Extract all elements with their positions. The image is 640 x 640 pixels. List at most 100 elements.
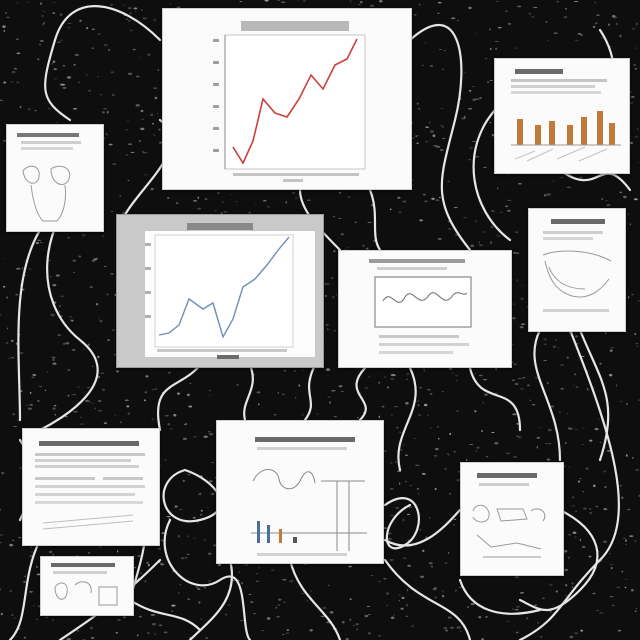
speckle xyxy=(635,23,638,25)
y-tick-labels xyxy=(213,39,219,152)
speckle xyxy=(513,303,515,306)
speckle xyxy=(217,192,220,194)
speckle xyxy=(516,279,518,282)
speckle xyxy=(434,455,437,457)
speckle xyxy=(441,594,445,598)
speckle xyxy=(470,603,475,606)
speckle xyxy=(69,315,72,318)
speckle xyxy=(491,133,495,137)
speckle xyxy=(166,196,170,200)
speckle xyxy=(187,473,191,476)
speckle xyxy=(46,371,49,373)
speckle xyxy=(52,407,56,410)
speckle xyxy=(615,384,618,387)
speckle xyxy=(197,196,200,199)
speckle xyxy=(182,479,185,482)
speckle xyxy=(198,601,201,604)
speckle xyxy=(569,635,574,639)
speckle xyxy=(487,81,490,84)
thread xyxy=(383,497,420,550)
title-scribble xyxy=(551,219,605,224)
speckle xyxy=(171,610,173,613)
speckle xyxy=(248,211,251,214)
speckle xyxy=(579,478,582,479)
speckle xyxy=(418,107,421,110)
speckle xyxy=(378,381,381,384)
speckle xyxy=(91,28,95,30)
diagram-thumbnail xyxy=(17,133,81,222)
speckle xyxy=(127,119,129,121)
speckle xyxy=(514,609,519,611)
thread xyxy=(408,23,472,252)
speckle xyxy=(81,234,86,237)
speckle xyxy=(174,505,178,508)
speckle xyxy=(550,405,554,408)
speckle xyxy=(506,620,510,622)
speckle xyxy=(566,356,569,359)
speckle xyxy=(52,618,54,622)
speckle xyxy=(402,519,405,521)
text-scribble xyxy=(511,85,595,88)
speckle xyxy=(9,543,14,547)
speckle xyxy=(560,176,564,178)
speckle xyxy=(292,192,295,194)
speckle xyxy=(626,402,628,405)
speckle xyxy=(585,467,589,470)
speckle xyxy=(275,606,278,609)
speckle xyxy=(151,418,155,421)
speckle xyxy=(56,41,61,43)
speckle xyxy=(67,369,71,371)
speckle xyxy=(627,296,630,299)
thread xyxy=(397,366,417,472)
speckle xyxy=(605,447,608,449)
speckle xyxy=(623,195,627,199)
speckle xyxy=(6,296,9,299)
speckle xyxy=(430,565,434,568)
speckle xyxy=(180,557,185,560)
text-scribble xyxy=(511,91,601,94)
speckle xyxy=(496,187,499,190)
speckle xyxy=(208,394,211,396)
speckle xyxy=(451,17,456,20)
speckle xyxy=(157,548,162,550)
speckle xyxy=(197,521,199,524)
bar xyxy=(517,119,523,145)
speckle xyxy=(405,480,407,483)
speckle xyxy=(52,283,57,287)
speckle xyxy=(468,108,473,110)
speckle xyxy=(621,496,624,499)
speckle xyxy=(469,147,473,149)
speckle xyxy=(55,274,60,277)
speckle xyxy=(197,493,202,495)
speckle xyxy=(517,378,522,380)
speckle xyxy=(258,567,260,569)
speckle xyxy=(617,630,622,632)
speckle xyxy=(367,221,372,223)
speckle xyxy=(507,199,512,202)
speckle xyxy=(512,455,518,458)
speckle xyxy=(421,472,426,475)
speckle xyxy=(102,235,105,237)
speckle xyxy=(11,70,16,74)
text-scribble xyxy=(35,493,135,496)
speckle xyxy=(423,370,426,372)
speckle xyxy=(428,562,433,565)
speckle xyxy=(418,3,421,6)
speckle xyxy=(631,28,636,30)
speckle xyxy=(497,26,502,29)
speckle xyxy=(470,244,475,248)
speckle xyxy=(310,589,312,592)
text-scribble xyxy=(35,485,145,488)
speckle xyxy=(519,591,525,594)
speckle xyxy=(389,559,394,561)
speckle xyxy=(210,493,215,495)
speckle xyxy=(438,196,441,199)
speckle xyxy=(177,592,180,594)
speckle xyxy=(197,588,201,591)
speckle xyxy=(447,452,449,456)
speckle xyxy=(32,374,37,376)
speckle xyxy=(390,414,394,416)
speckle xyxy=(398,431,402,433)
speckle xyxy=(589,508,592,510)
speckle xyxy=(411,625,414,627)
